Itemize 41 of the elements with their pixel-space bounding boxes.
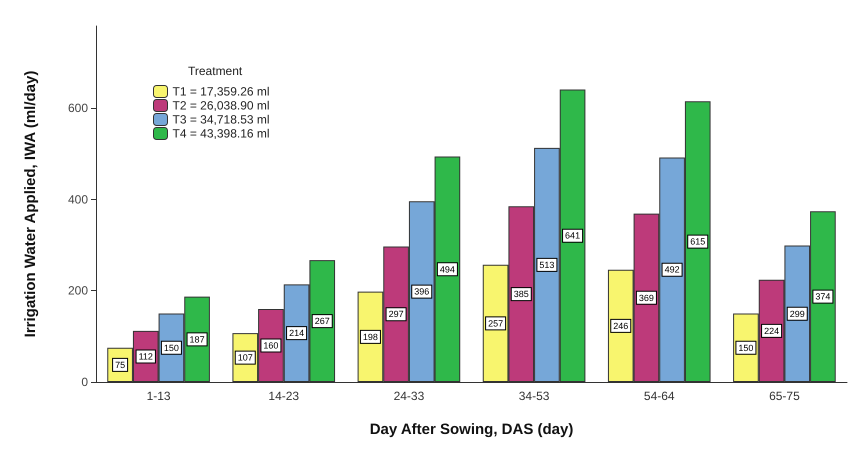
x-tick-label: 1-13	[146, 389, 171, 403]
y-tick-label: 600	[68, 101, 88, 116]
data-label: 299	[790, 308, 805, 319]
x-tick-label: 34-53	[518, 389, 550, 403]
data-label: 492	[664, 264, 680, 275]
data-label: 385	[514, 289, 529, 300]
data-label: 150	[738, 342, 754, 353]
legend-label: T2 = 26,038.90 ml	[172, 98, 270, 112]
data-label: 267	[314, 316, 330, 326]
data-label: 160	[263, 340, 278, 350]
data-label: 513	[539, 260, 554, 270]
y-axis-title: Irrigation Water Applied, IWA (ml/day)	[22, 70, 39, 338]
data-label: 107	[238, 352, 253, 363]
data-label: 246	[613, 320, 628, 331]
x-tick-label: 65-75	[769, 389, 800, 403]
data-label: 369	[638, 292, 654, 303]
legend-label: T1 = 17,359.26 ml	[172, 84, 270, 98]
data-label: 615	[690, 236, 706, 247]
data-label: 112	[138, 351, 153, 362]
y-tick-label: 400	[68, 192, 88, 206]
data-label: 187	[190, 334, 205, 344]
data-label: 214	[289, 328, 304, 338]
x-axis-title: Day After Sowing, DAS (day)	[370, 421, 574, 438]
data-label: 297	[388, 309, 404, 320]
data-label: 198	[362, 332, 378, 342]
data-label: 374	[815, 292, 830, 302]
data-label: 224	[764, 326, 780, 336]
data-label: 396	[414, 286, 430, 297]
data-label: 494	[440, 264, 455, 274]
x-tick-label: 54-64	[644, 389, 675, 403]
y-tick-label: 200	[68, 284, 88, 298]
x-tick-label: 14-23	[268, 389, 300, 403]
y-tick-label: 0	[81, 375, 88, 389]
data-label: 257	[488, 318, 504, 328]
legend-label: T4 = 43,398.16 ml	[172, 126, 270, 140]
legend-label: T3 = 34,718.53 ml	[172, 112, 270, 126]
data-label: 641	[565, 230, 580, 241]
x-tick-label: 24-33	[394, 389, 425, 403]
legend-title: Treatment	[188, 64, 243, 78]
data-label: 75	[115, 360, 126, 370]
data-label: 150	[164, 342, 179, 353]
